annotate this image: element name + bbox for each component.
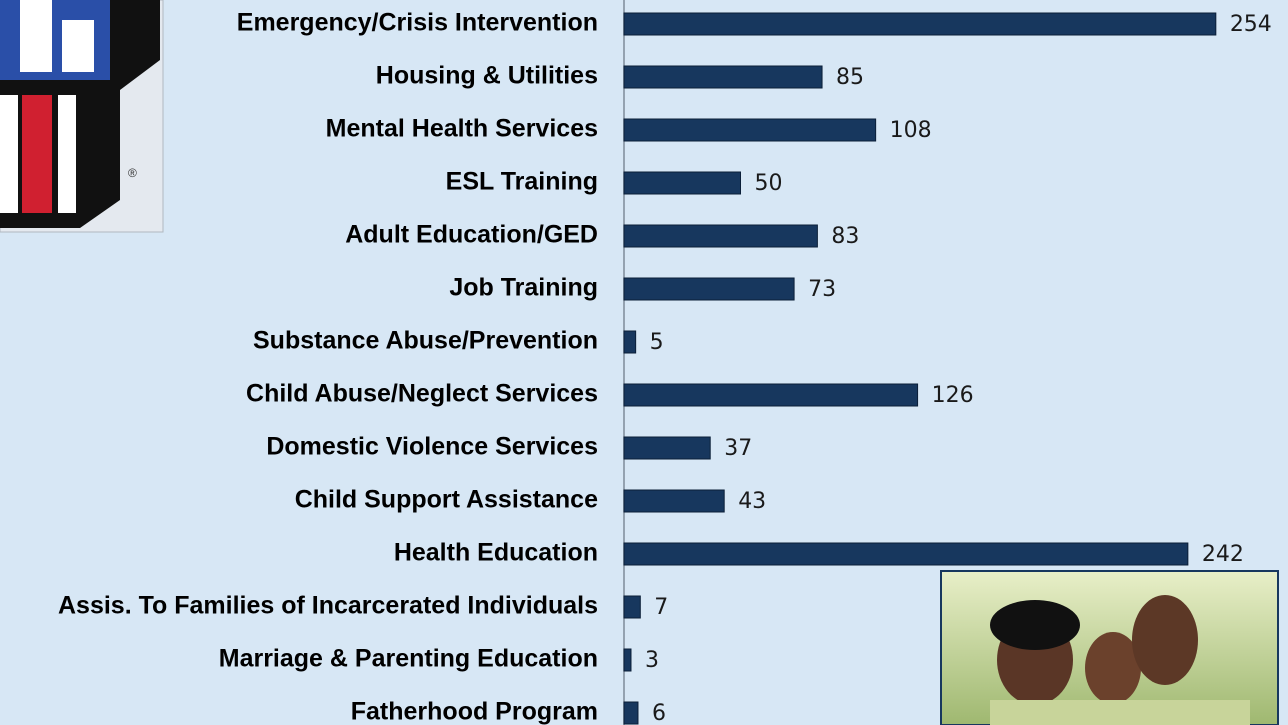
bar bbox=[624, 543, 1188, 565]
slide: ® Emergency/Crisis Intervention 254 Housin… bbox=[0, 0, 1288, 725]
value-label: 6 bbox=[652, 701, 666, 725]
category-label: Child Support Assistance bbox=[295, 486, 598, 514]
value-label: 50 bbox=[755, 171, 783, 196]
value-label: 83 bbox=[831, 224, 859, 249]
value-label: 73 bbox=[808, 277, 836, 302]
bar bbox=[624, 490, 724, 512]
category-label: Adult Education/GED bbox=[345, 221, 598, 249]
bar bbox=[624, 172, 741, 194]
category-label: Health Education bbox=[394, 539, 598, 567]
value-label: 108 bbox=[890, 118, 932, 143]
svg-text:®: ® bbox=[128, 166, 137, 180]
bar bbox=[624, 437, 710, 459]
photo bbox=[941, 571, 1278, 725]
value-label: 43 bbox=[738, 489, 766, 514]
bar bbox=[624, 702, 638, 724]
value-label: 126 bbox=[932, 383, 974, 408]
value-label: 254 bbox=[1230, 12, 1272, 37]
category-label: Substance Abuse/Prevention bbox=[253, 327, 598, 355]
category-label: Housing & Utilities bbox=[376, 62, 598, 90]
value-label: 37 bbox=[724, 436, 752, 461]
category-label: Assis. To Families of Incarcerated Indiv… bbox=[58, 592, 598, 620]
logo: ® bbox=[0, 0, 163, 232]
category-label: Mental Health Services bbox=[326, 115, 598, 143]
category-label: ESL Training bbox=[446, 168, 598, 196]
bar bbox=[624, 331, 636, 353]
bar bbox=[624, 66, 822, 88]
bar bbox=[624, 225, 817, 247]
value-label: 85 bbox=[836, 65, 864, 90]
bar bbox=[624, 384, 918, 406]
bar bbox=[624, 278, 794, 300]
bar bbox=[624, 13, 1216, 35]
value-label: 3 bbox=[645, 648, 659, 673]
category-label: Marriage & Parenting Education bbox=[219, 645, 598, 673]
value-label: 5 bbox=[650, 330, 664, 355]
category-label: Child Abuse/Neglect Services bbox=[246, 380, 598, 408]
value-label: 7 bbox=[654, 595, 668, 620]
category-label: Fatherhood Program bbox=[351, 698, 598, 725]
category-label: Emergency/Crisis Intervention bbox=[237, 9, 598, 37]
bar bbox=[624, 119, 876, 141]
value-label: 242 bbox=[1202, 542, 1244, 567]
bar bbox=[624, 596, 640, 618]
bar bbox=[624, 649, 631, 671]
category-label: Job Training bbox=[449, 274, 598, 302]
category-label: Domestic Violence Services bbox=[266, 433, 598, 461]
